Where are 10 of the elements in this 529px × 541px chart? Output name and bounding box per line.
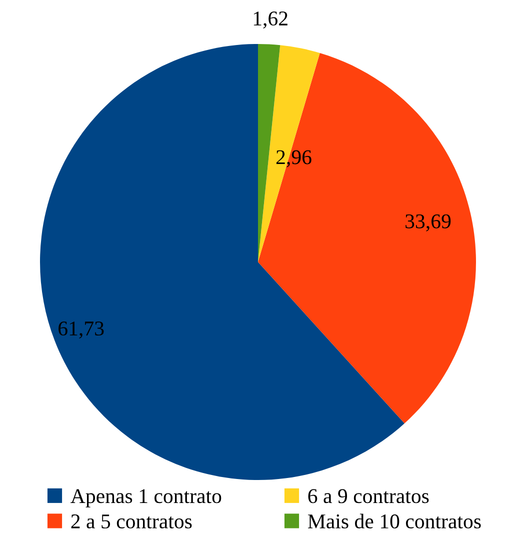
legend-label: Mais de 10 contratos [308, 514, 481, 528]
pie-slice [258, 45, 320, 262]
data-label: 33,69 [406, 214, 451, 232]
pie-slice [40, 44, 405, 480]
legend-label: Apenas 1 contrato [70, 489, 222, 508]
data-label: 1,62 [254, 12, 288, 29]
legend-label: 2 a 5 contratos [71, 514, 192, 528]
data-label: 61,73 [58, 322, 104, 339]
pie-slice [258, 52, 476, 424]
legend-label: 6 a 9 contratos [308, 489, 429, 504]
